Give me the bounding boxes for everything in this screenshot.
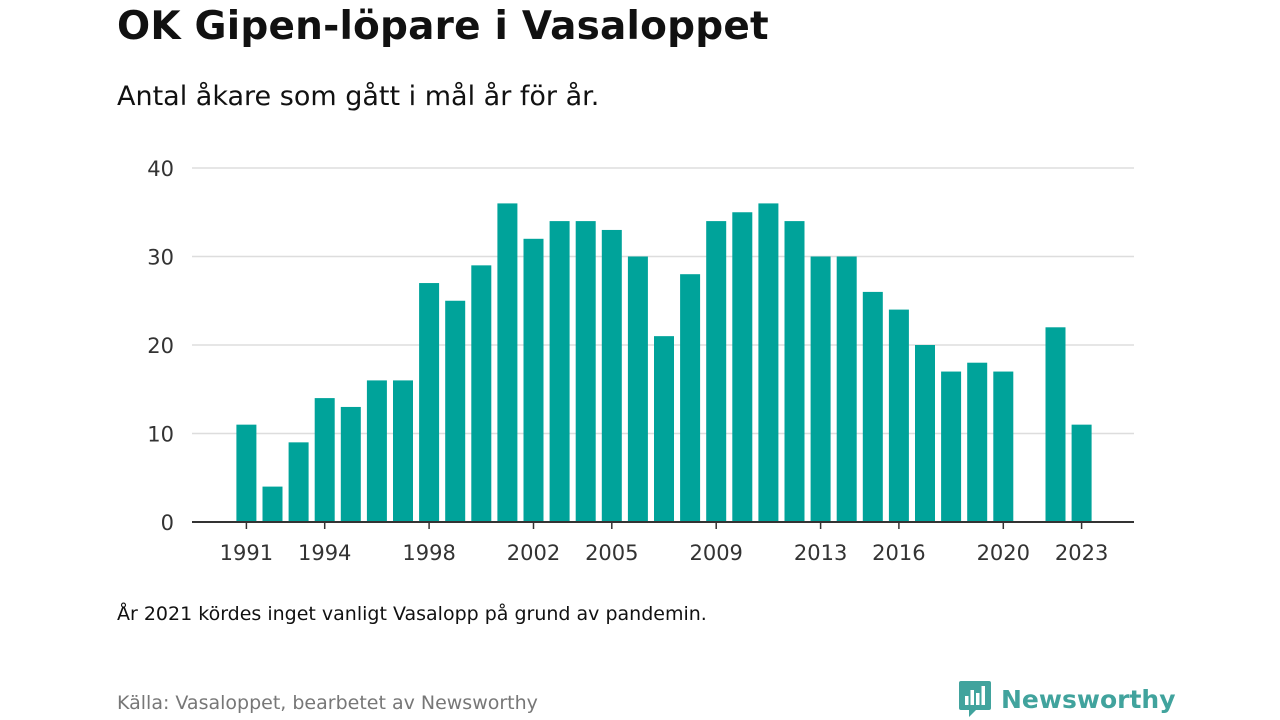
x-tick-label: 2016: [872, 541, 925, 565]
bar-2008: [680, 274, 701, 522]
newsworthy-logo-icon: [959, 681, 991, 717]
y-tick-label: 20: [147, 334, 174, 358]
bar-2014: [836, 256, 857, 522]
bar-2009: [706, 221, 727, 522]
bar-1998: [419, 283, 440, 522]
x-tick-label: 2023: [1055, 541, 1108, 565]
chart-note: År 2021 kördes inget vanligt Vasalopp på…: [117, 603, 707, 625]
brand-name: Newsworthy: [1001, 684, 1176, 714]
x-tick-label: 1991: [220, 541, 273, 565]
bar-2000: [471, 265, 492, 522]
bar-2022: [1045, 327, 1066, 522]
bar-2016: [888, 309, 909, 522]
bar-2005: [601, 229, 622, 522]
bar-2001: [497, 203, 518, 522]
bar-2020: [993, 371, 1014, 522]
bar-1994: [314, 398, 335, 522]
bar-2011: [758, 203, 779, 522]
newsworthy-logo[interactable]: Newsworthy: [958, 680, 1176, 718]
axes: 0 10 20 30 40 1991 1994 1998 2002 2005 2009 2013 201…: [147, 157, 1134, 565]
bar-2013: [810, 256, 831, 522]
y-tick-label: 10: [147, 423, 174, 447]
bar-1993: [288, 442, 309, 522]
bar-2003: [549, 221, 570, 522]
bar-2023: [1071, 424, 1092, 522]
y-tick-label: 0: [161, 511, 174, 535]
x-tick-label: 2002: [507, 541, 560, 565]
bar-2006: [627, 256, 648, 522]
bar-1999: [445, 300, 466, 522]
bar-2010: [732, 212, 753, 522]
x-tick-label: 2013: [794, 541, 847, 565]
bar-2019: [967, 362, 988, 522]
bar-2004: [575, 221, 596, 522]
y-tick-label: 30: [147, 246, 174, 270]
x-tick-label: 1994: [298, 541, 351, 565]
x-tick-label: 1998: [402, 541, 455, 565]
x-tick-label: 2005: [585, 541, 638, 565]
bar-1995: [340, 406, 361, 522]
x-tick-label: 2009: [689, 541, 742, 565]
bar-chart: 0 10 20 30 40 1991 1994 1998 2002 2005 2009 2013 201…: [147, 157, 1134, 565]
chart-subtitle: Antal åkare som gått i mål år för år.: [117, 81, 600, 112]
bar-2018: [941, 371, 962, 522]
source-text: Källa: Vasaloppet, bearbetet av Newswort…: [117, 692, 538, 714]
bars: [236, 203, 1092, 523]
bar-1992: [262, 486, 283, 522]
bar-2002: [523, 238, 544, 523]
bar-2007: [654, 336, 674, 522]
bar-2017: [915, 345, 935, 522]
bar-1996: [366, 380, 387, 522]
bar-2012: [784, 221, 805, 522]
x-tick-label: 2020: [977, 541, 1030, 565]
chart-title: OK Gipen-löpare i Vasaloppet: [117, 4, 769, 49]
bar-1997: [393, 380, 413, 522]
bar-2015: [862, 291, 883, 522]
y-tick-label: 40: [147, 157, 174, 181]
bar-1991: [236, 424, 257, 522]
